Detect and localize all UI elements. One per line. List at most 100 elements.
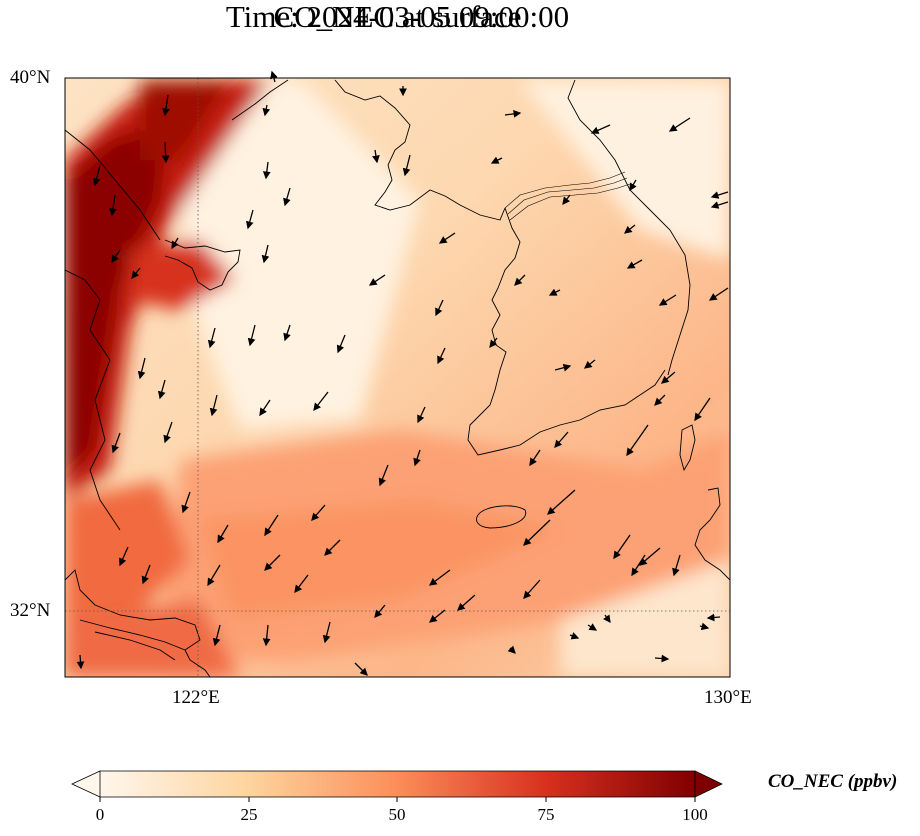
wind-arrow — [569, 632, 580, 640]
wind-arrow — [710, 191, 729, 199]
wind-arrow — [181, 491, 191, 514]
colorbar-tick-75: 75 — [537, 805, 555, 824]
wind-arrow — [217, 524, 229, 544]
wind-arrow — [590, 124, 611, 134]
wind-arrow — [654, 654, 670, 663]
wind-arrow — [554, 431, 569, 448]
wind-arrow — [710, 201, 729, 209]
lat-tick-40n: 40°N — [10, 67, 51, 88]
wind-arrow — [372, 149, 380, 164]
wind-arrow — [629, 179, 637, 192]
wind-arrow — [141, 564, 151, 585]
wind-arrow — [374, 604, 386, 618]
wind-arrow — [119, 546, 129, 567]
wind-arrow — [270, 70, 278, 83]
wind-arrow — [428, 569, 451, 586]
wind-arrow — [489, 337, 498, 349]
wind-arrow — [587, 623, 598, 631]
wind-arrow — [324, 539, 341, 556]
wind-arrow — [131, 267, 141, 280]
wind-arrow — [245, 209, 254, 230]
wind-arrow — [313, 391, 329, 412]
wind-arrow — [457, 594, 476, 611]
wind-arrow — [354, 662, 368, 676]
wind-arrow — [654, 394, 666, 406]
wind-arrow — [157, 379, 166, 400]
wind-arrow — [658, 294, 677, 306]
colorbar — [71, 770, 723, 802]
wind-arrow — [699, 622, 710, 631]
wind-arrow — [109, 194, 117, 217]
wind-arrow — [438, 232, 456, 244]
wind-arrow — [261, 244, 270, 264]
wind-arrow — [264, 514, 279, 537]
wind-arrow — [212, 624, 221, 647]
wind-arrow — [161, 141, 170, 164]
wind-arrow — [262, 624, 271, 647]
wind-arrow — [626, 259, 643, 269]
wind-arrow — [262, 104, 271, 117]
wind-arrow — [514, 274, 526, 286]
wind-arrow — [672, 554, 681, 577]
wind-arrow — [631, 554, 646, 577]
wind-arrow — [708, 287, 729, 301]
wind-arrow — [548, 288, 561, 296]
wind-arrow — [402, 154, 411, 177]
gridlines — [65, 78, 730, 677]
wind-arrow — [562, 194, 571, 206]
wind-arrow — [583, 359, 596, 369]
wind-arrow — [639, 547, 661, 566]
lat-tick-32n: 32°N — [10, 600, 51, 621]
wind-arrow — [417, 406, 426, 424]
wind-arrow — [547, 489, 576, 515]
wind-arrow — [247, 324, 256, 347]
map-title-line2: Time: 2024-03-05 09:00:00 — [225, 0, 570, 34]
wind-arrow — [523, 519, 551, 546]
wind-arrow — [76, 654, 85, 670]
wind-arrow — [294, 574, 309, 594]
wind-arrow — [264, 554, 281, 571]
wind-arrow — [504, 109, 522, 118]
wind-arrow — [336, 334, 346, 354]
wind-arrow — [507, 645, 516, 654]
wind-arrow — [523, 579, 541, 599]
colorbar-tick-50: 50 — [388, 805, 406, 824]
wind-arrow — [623, 224, 636, 234]
wind-arrow — [661, 371, 676, 384]
wind-arrow — [613, 534, 631, 560]
wind-arrow — [259, 399, 271, 417]
wind-arrow — [322, 621, 331, 644]
wind-arrow — [111, 249, 121, 264]
wind-arrow — [163, 421, 173, 444]
wind-arrow — [162, 94, 170, 117]
wind-arrow — [111, 432, 121, 454]
colorbar-label: CO_NEC (ppbv) — [768, 771, 898, 792]
wind-arrow — [137, 357, 146, 380]
map-title-line1: CO_NEC at surface — [273, 0, 522, 34]
wind-arrow — [171, 237, 179, 250]
wind-arrow — [428, 609, 446, 623]
wind-arrow — [603, 614, 611, 624]
concentration-field — [65, 78, 730, 677]
wind-arrow — [437, 347, 446, 365]
wind-arrow — [207, 564, 221, 587]
lon-tick-130e: 130°E — [704, 687, 752, 708]
wind-arrow — [311, 504, 326, 521]
wind-vectors — [76, 70, 729, 676]
colorbar-tick-100: 100 — [682, 805, 708, 824]
wind-arrow — [283, 187, 291, 207]
wind-arrow — [283, 324, 291, 342]
wind-arrow — [490, 156, 503, 164]
wind-arrow — [626, 424, 649, 457]
wind-arrow — [262, 161, 271, 180]
wind-arrow — [668, 117, 691, 132]
wind-arrow — [207, 327, 216, 349]
wind-arrow — [554, 363, 572, 372]
lon-tick-122e: 122°E — [172, 687, 220, 708]
map-frame — [64, 77, 731, 678]
wind-arrow — [435, 299, 444, 317]
colorbar-tick-0: 0 — [95, 805, 105, 824]
wind-arrow — [92, 164, 101, 187]
coastlines — [65, 79, 730, 677]
